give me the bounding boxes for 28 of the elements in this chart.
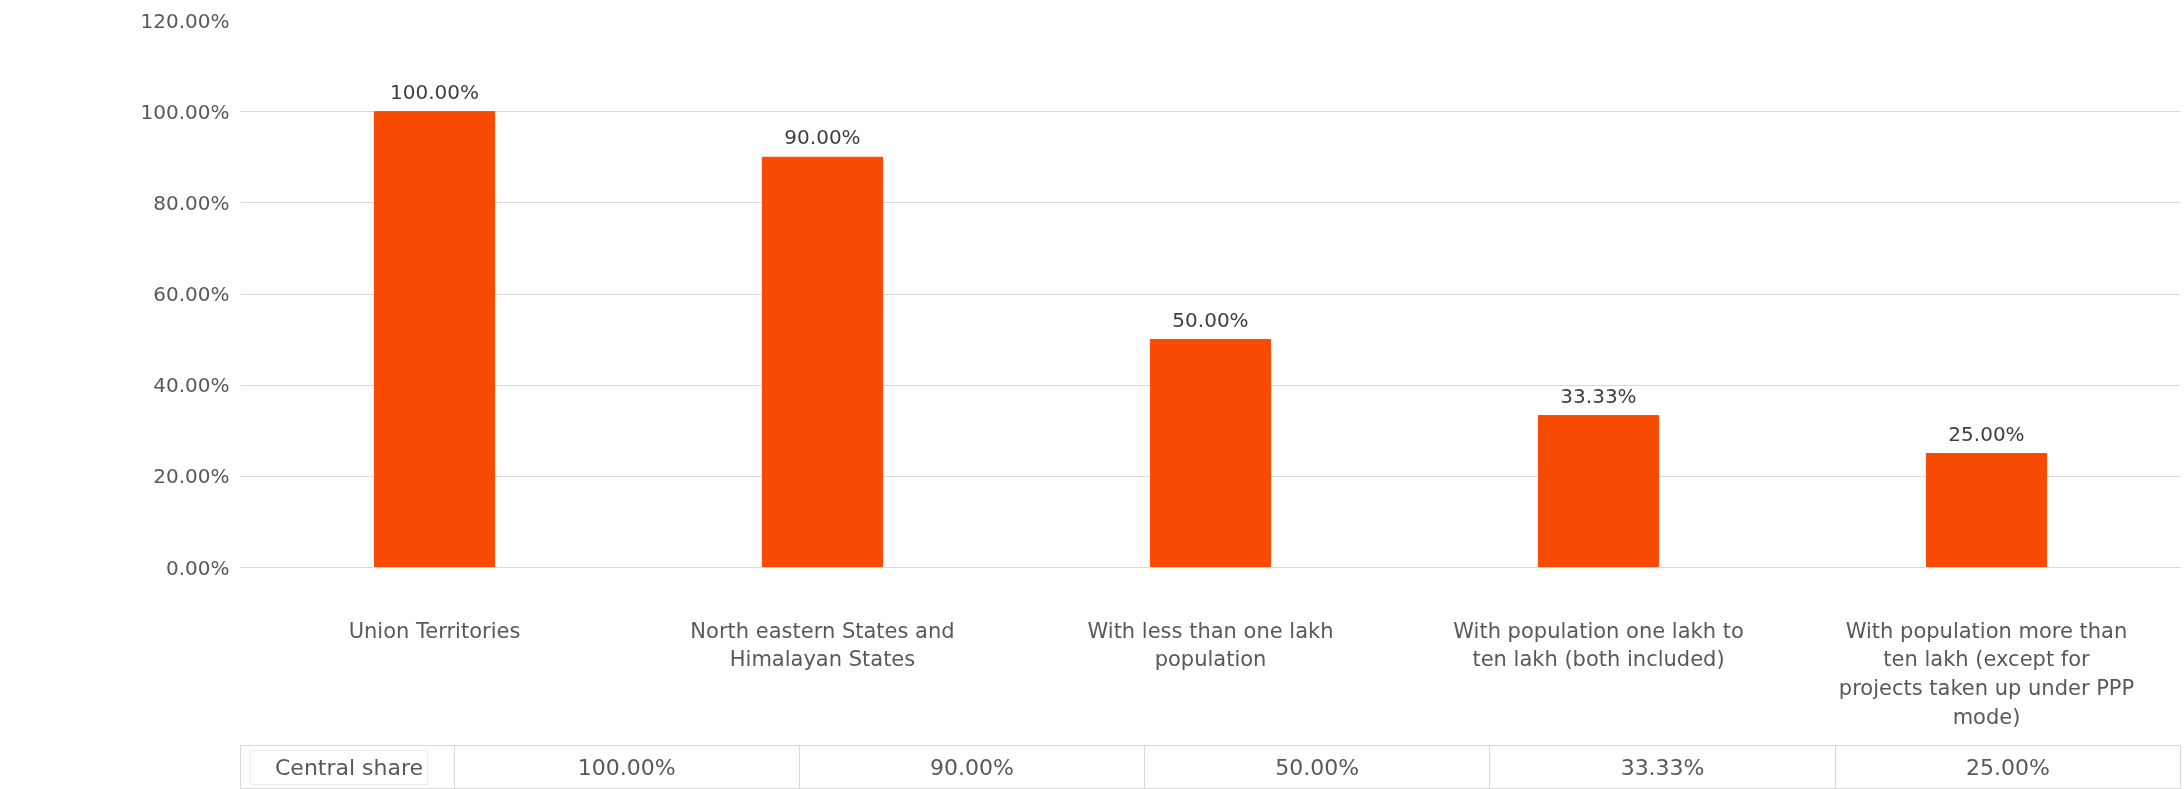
y-tick-label: 120.00% bbox=[140, 8, 230, 33]
y-tick-label: 20.00% bbox=[153, 464, 230, 489]
data-label: 25.00% bbox=[1965, 755, 2050, 780]
x-tick-label: With less than one lakh population bbox=[1087, 618, 1334, 672]
bar bbox=[1537, 415, 1660, 568]
bar bbox=[373, 111, 496, 568]
data-label: 100.00% bbox=[577, 755, 676, 780]
text: Central share bbox=[275, 755, 424, 780]
y-tick-label: 0.00% bbox=[165, 555, 230, 580]
x-tick-label: With population one lakh to ten lakh (both included) bbox=[1453, 618, 1744, 672]
y-tick-label: 60.00% bbox=[153, 282, 230, 306]
text: 50.00% bbox=[1172, 307, 1249, 332]
x-tick-label: North eastern States and Himalayan States bbox=[690, 618, 955, 672]
text: 100.00% bbox=[390, 79, 479, 104]
data-label: 33.33% bbox=[1620, 755, 1705, 780]
bar bbox=[761, 156, 884, 568]
x-tick-label: Union Territories bbox=[348, 618, 521, 643]
text: 25.00% bbox=[1948, 421, 2025, 446]
y-tick-label: 40.00% bbox=[153, 373, 230, 398]
bar bbox=[1149, 339, 1272, 568]
y-tick-label: 80.00% bbox=[153, 190, 230, 215]
text: 33.33% bbox=[1560, 383, 1637, 408]
text: 90.00% bbox=[784, 125, 861, 150]
bar bbox=[1925, 453, 2048, 568]
y-tick-label: 100.00% bbox=[140, 99, 230, 124]
data-label: 90.00% bbox=[930, 755, 1014, 780]
data-label: 50.00% bbox=[1275, 755, 1360, 780]
x-tick-label: With population more than ten lakh (except for projects taken up under PPP mode) bbox=[1838, 618, 2135, 729]
